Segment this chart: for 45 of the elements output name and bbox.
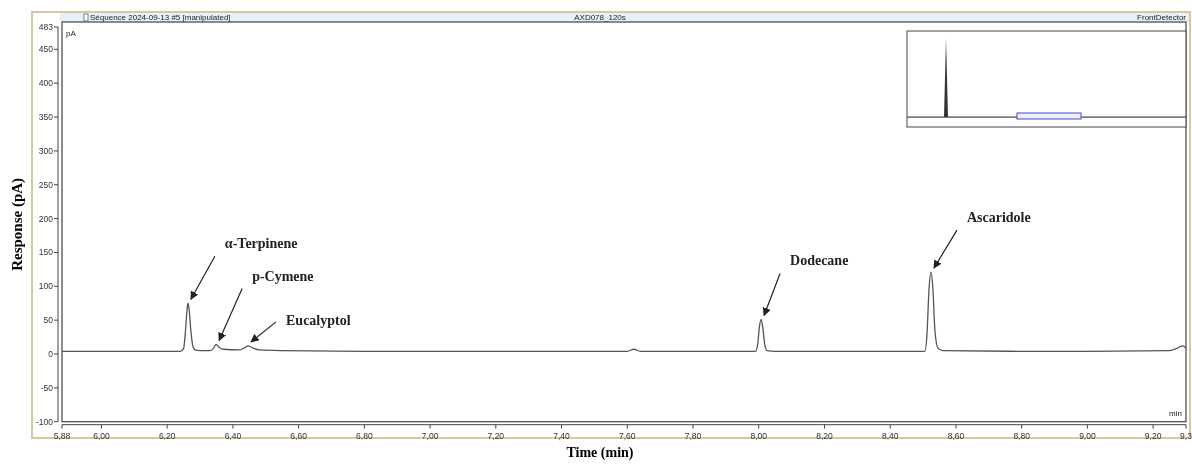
x-tick-label: 7,60 bbox=[619, 430, 636, 441]
y-tick-label: -100 bbox=[35, 416, 54, 427]
x-tick-label: 8,40 bbox=[881, 430, 899, 441]
y-tick-label: 150 bbox=[38, 247, 54, 258]
x-tick-label: 7,80 bbox=[684, 430, 702, 441]
annotation: pA bbox=[66, 29, 77, 38]
x-tick-label: 6,60 bbox=[290, 430, 308, 441]
x-axis-title: Time (min) bbox=[566, 445, 634, 461]
text: AXD078_120s bbox=[574, 13, 626, 22]
x-tick-label: 9,20 bbox=[1144, 430, 1162, 441]
annotation: Dodecane bbox=[790, 253, 849, 269]
x-tick-label: 6,00 bbox=[93, 430, 110, 441]
x-tick-label: 6,40 bbox=[224, 430, 242, 441]
annotation: p-Cymene bbox=[252, 268, 314, 284]
y-tick-label: 300 bbox=[38, 145, 54, 156]
x-tick-label: 8,60 bbox=[947, 430, 965, 441]
y-axis-title: Response (pA) bbox=[9, 177, 26, 271]
y-tick-label: 200 bbox=[38, 213, 54, 224]
x-tick-label: 8,80 bbox=[1013, 430, 1031, 441]
x-tick-label: 9,00 bbox=[1079, 430, 1096, 441]
line-series bbox=[61, 271, 1187, 352]
y-tick-label: 0 bbox=[48, 348, 54, 359]
text: Séquence 2024-09-13 #5 [manipulated] bbox=[90, 13, 231, 22]
y-tick-label: 483 bbox=[38, 21, 54, 32]
annotation: min bbox=[1169, 409, 1182, 418]
x-tick-label: 8,20 bbox=[816, 430, 834, 441]
annotation: Ascaridole bbox=[966, 210, 1031, 226]
x-tick-label: 8,00 bbox=[750, 430, 768, 441]
y-tick-label: 100 bbox=[38, 281, 54, 292]
annotation: α-Terpinene bbox=[224, 236, 298, 252]
y-tick-label: 400 bbox=[38, 78, 54, 89]
x-tick-label: 6,80 bbox=[356, 430, 373, 441]
y-tick-label: 250 bbox=[38, 179, 54, 190]
x-tick-label: 7,40 bbox=[553, 430, 571, 441]
x-tick-label: 6,20 bbox=[158, 430, 176, 441]
y-tick-label: 450 bbox=[38, 44, 54, 55]
x-tick-label: 7,20 bbox=[487, 430, 505, 441]
x-tick-label: 9,3 bbox=[1180, 430, 1192, 441]
x-tick-label: 7,00 bbox=[421, 430, 439, 441]
y-tick-label: -50 bbox=[40, 382, 54, 393]
x-tick-label: 5,88 bbox=[53, 430, 71, 441]
annotation: Eucalyptol bbox=[286, 312, 351, 328]
y-tick-label: 50 bbox=[43, 315, 54, 326]
text: FrontDetector bbox=[1137, 13, 1187, 22]
y-tick-label: 350 bbox=[38, 112, 54, 123]
